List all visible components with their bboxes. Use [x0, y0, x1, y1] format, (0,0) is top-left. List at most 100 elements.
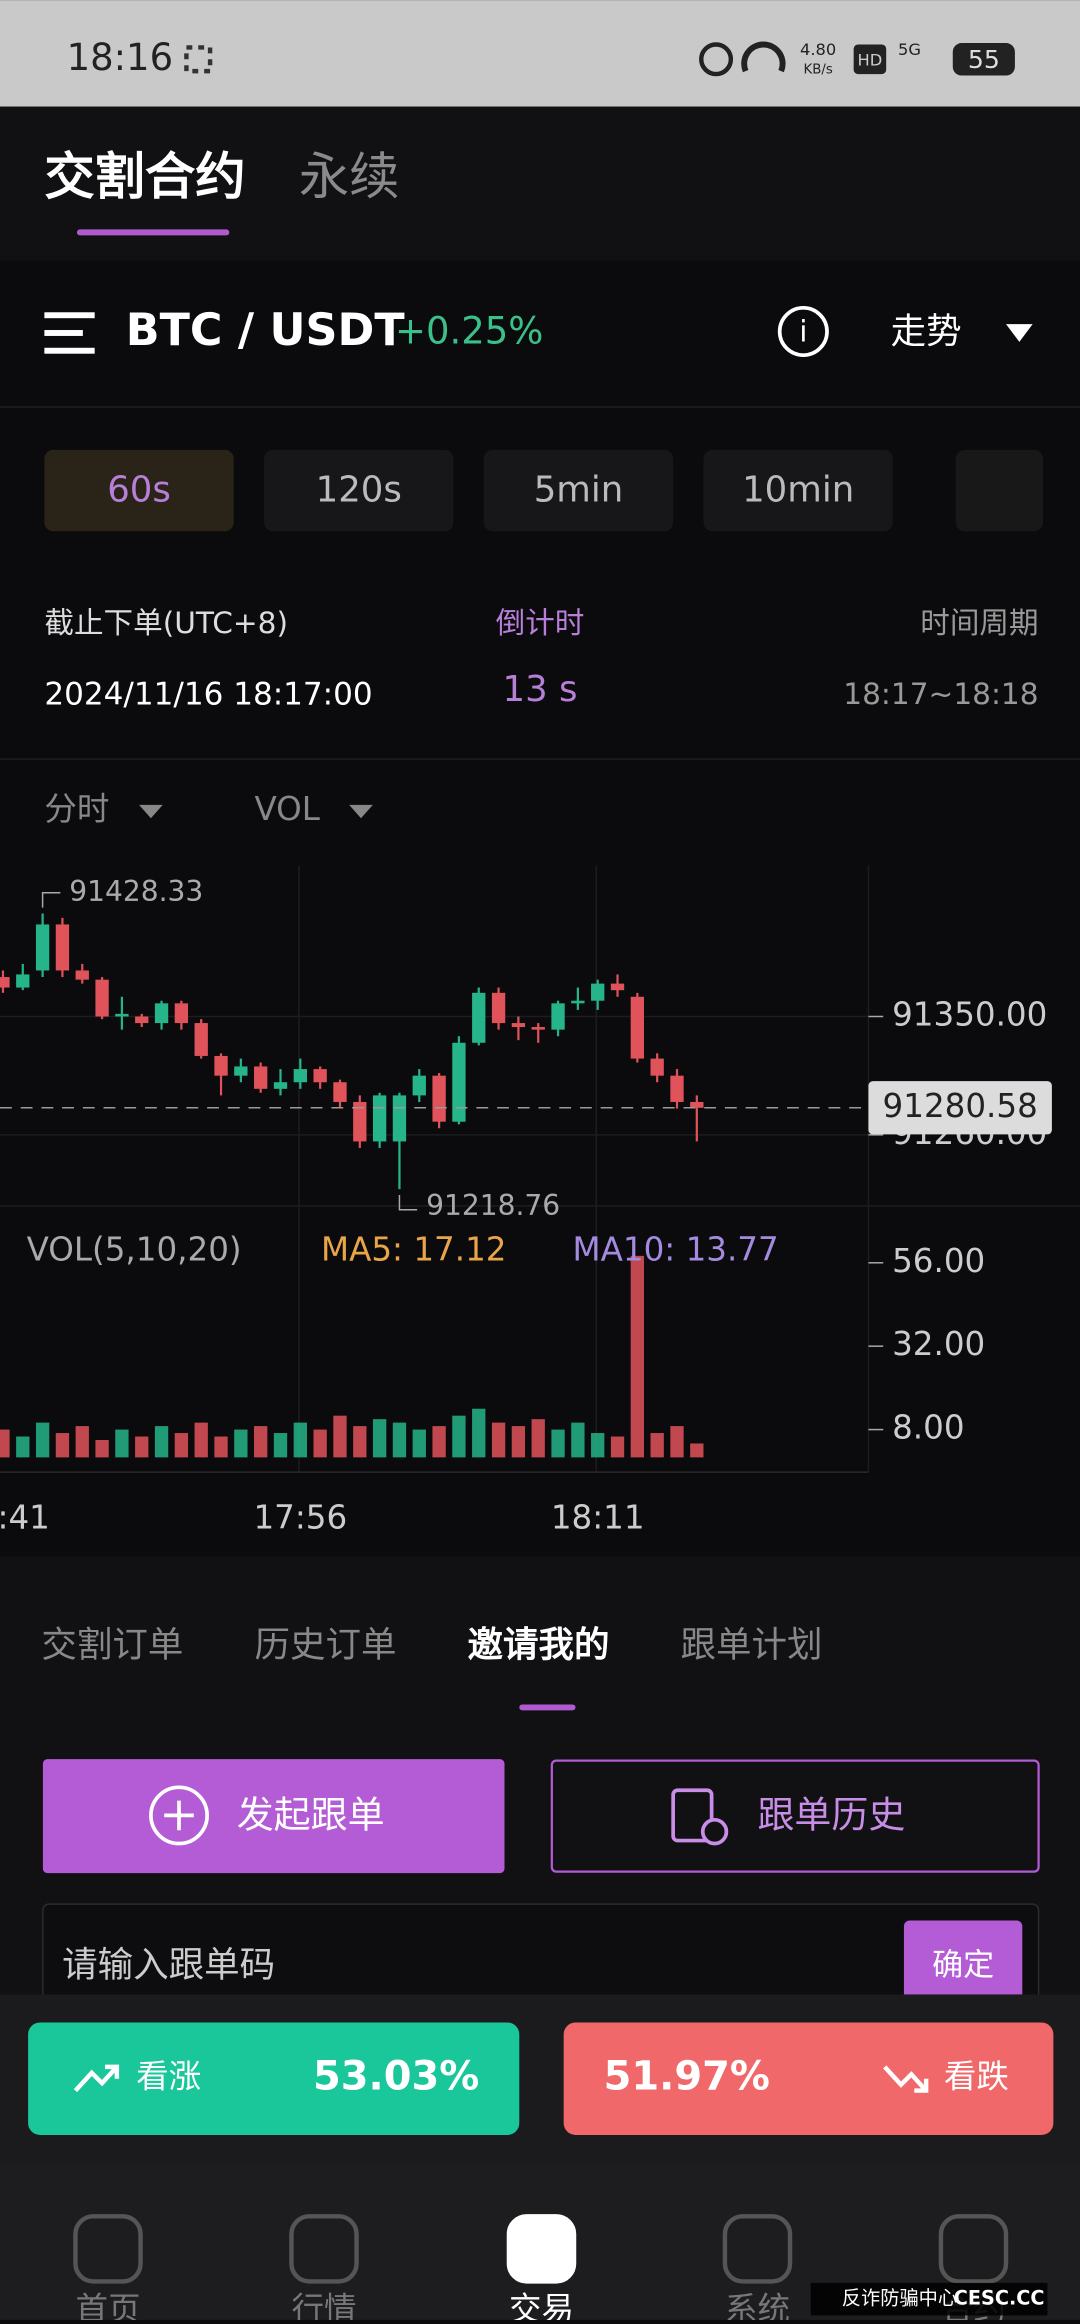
trend-button[interactable]: 走势 [891, 311, 962, 352]
ma10-legend: MA10: 13.77 [573, 1231, 779, 1269]
volume-bar [16, 1436, 30, 1458]
candle-body [75, 970, 89, 980]
volume-bar [115, 1429, 129, 1458]
order-tab[interactable]: 历史订单 [254, 1625, 396, 1666]
watermark-site: CESC.CC [954, 2287, 1045, 2310]
candle-body [472, 992, 486, 1043]
nav-icon[interactable] [938, 2214, 1009, 2284]
interval-label: 120s [316, 469, 402, 510]
up-icon [73, 2064, 120, 2093]
confirm-button[interactable] [903, 1920, 1023, 2010]
volume-bar [551, 1429, 565, 1458]
order-tab[interactable]: 交割订单 [41, 1625, 183, 1666]
volume-bar [273, 1433, 288, 1458]
chart-control[interactable]: VOL [254, 790, 319, 828]
interval-button[interactable] [955, 449, 1044, 532]
chart-control[interactable]: 分时 [44, 790, 109, 828]
candle-body [174, 1003, 189, 1024]
annotation-arrow [41, 892, 61, 908]
y-tick-label: 91350.00 [892, 995, 1047, 1033]
candle-body [610, 983, 625, 991]
history-button[interactable] [550, 1759, 1040, 1873]
interval-button[interactable] [264, 449, 454, 532]
candle-body [432, 1075, 446, 1122]
last-price-box [868, 1081, 1052, 1135]
candle-body [135, 1016, 149, 1024]
annotation-arrow [398, 1195, 418, 1211]
volume-bar [55, 1433, 70, 1458]
y-tick-label: 8.00 [892, 1409, 964, 1447]
volume-bar [333, 1415, 347, 1458]
nav-label[interactable]: 交易 [509, 2290, 574, 2324]
candle-body [55, 924, 70, 971]
info-icon[interactable] [777, 305, 829, 358]
nav-label[interactable]: 首页 [75, 2290, 140, 2324]
candle-body [571, 1000, 585, 1004]
volume-bar [432, 1426, 446, 1458]
max-label: 91428.33 [69, 875, 203, 908]
tab[interactable]: 永续 [299, 147, 400, 206]
start-button[interactable] [42, 1759, 505, 1874]
volume-bar [154, 1426, 169, 1458]
interval-button[interactable] [703, 449, 893, 532]
speed: 4.80 [800, 40, 836, 59]
nav-label[interactable]: 系统 [725, 2290, 790, 2324]
interval-label: 5min [534, 469, 624, 510]
ma5-legend: MA5: 17.12 [321, 1231, 506, 1269]
network: 5G [898, 40, 921, 59]
candle-body [690, 1101, 704, 1108]
x-tick-label: 18:11 [551, 1499, 645, 1537]
down-percent: 51.97% [604, 2054, 770, 2100]
volume-bar [35, 1422, 50, 1458]
candle-body [392, 1095, 407, 1142]
icon [184, 45, 213, 74]
volume-bar [630, 1255, 645, 1458]
plus-icon [149, 1785, 209, 1846]
placeholder: 请输入跟单码 [62, 1944, 275, 1985]
nav-label[interactable]: 行情 [291, 2290, 356, 2324]
interval-button[interactable] [44, 449, 234, 532]
tab[interactable]: 交割合约 [44, 147, 245, 206]
candle-body [353, 1101, 367, 1142]
order-tab[interactable]: 邀请我的 [468, 1625, 610, 1666]
candle-body [531, 1027, 545, 1030]
history-icon [700, 1817, 729, 1846]
candle-body [273, 1082, 288, 1089]
volume-bar [452, 1415, 466, 1458]
button-label: 确定 [932, 1947, 994, 1983]
volume-bar [491, 1422, 506, 1458]
volume-bar [690, 1443, 704, 1458]
candle-body [115, 1013, 129, 1017]
up-button[interactable] [28, 2022, 520, 2135]
nav-icon[interactable] [722, 2214, 793, 2284]
menu-icon[interactable] [44, 312, 95, 354]
tab-underline [519, 1704, 576, 1711]
candle-body [551, 1003, 565, 1030]
candle-body [16, 974, 30, 988]
clock: 18:16 [67, 36, 174, 79]
x-tick-label: 17:41 [0, 1499, 50, 1537]
volume-bar [412, 1429, 426, 1458]
interval-button[interactable] [483, 449, 674, 532]
candle-body [372, 1095, 387, 1142]
watermark [810, 2282, 1048, 2316]
status-bar [0, 0, 1080, 107]
candle-body [35, 924, 50, 971]
nav-icon[interactable] [506, 2214, 577, 2284]
up-percent: 53.03% [313, 2054, 479, 2100]
volume-bar [194, 1422, 208, 1458]
volume-bar [591, 1433, 605, 1458]
speed-unit: KB/s [804, 63, 833, 78]
order-tab[interactable]: 跟单计划 [681, 1625, 823, 1666]
nav-icon[interactable] [289, 2214, 359, 2284]
nav-icon[interactable] [73, 2214, 143, 2284]
candle-body [452, 1042, 466, 1122]
down-button[interactable] [563, 2022, 1054, 2135]
value: 18:17~18:18 [843, 677, 1038, 711]
volume-bar [234, 1429, 248, 1458]
volume-bar [531, 1419, 545, 1458]
candle-body [154, 1003, 169, 1024]
volume-bar [650, 1433, 664, 1458]
candle-body [0, 977, 10, 988]
